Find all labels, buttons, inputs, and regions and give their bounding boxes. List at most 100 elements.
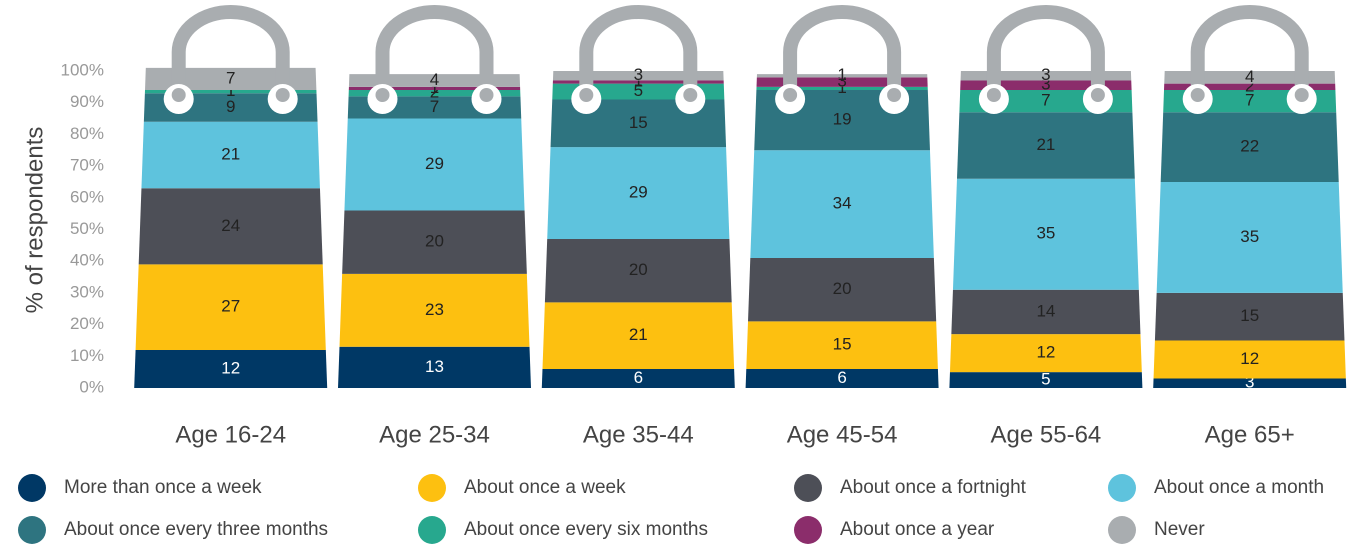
- data-label: 6: [634, 368, 643, 387]
- data-label: 22: [1240, 137, 1259, 156]
- data-label: 35: [1036, 224, 1055, 243]
- bar-segment: [135, 264, 326, 350]
- bag-handle: [579, 5, 698, 98]
- data-label: 7: [226, 68, 235, 87]
- data-label: 3: [1041, 65, 1050, 84]
- data-label: 3: [837, 72, 846, 91]
- bar-segment: [552, 71, 724, 81]
- bar-segment: [541, 368, 735, 388]
- handle-end: [275, 88, 290, 102]
- handle-end: [683, 88, 698, 102]
- data-label: 2: [1245, 76, 1254, 95]
- bar-segment: [746, 321, 938, 369]
- handle-end: [986, 88, 1001, 102]
- data-label: 20: [425, 232, 444, 251]
- data-label: 29: [425, 154, 444, 173]
- bar-segment: [1153, 340, 1346, 379]
- data-label: 15: [1240, 306, 1259, 325]
- data-label: 2: [430, 83, 439, 102]
- legend-swatch: [1108, 474, 1136, 502]
- bar-segment: [138, 188, 323, 265]
- bar-segment: [951, 289, 1141, 335]
- data-label: 15: [629, 113, 648, 132]
- data-label: 4: [1245, 67, 1254, 86]
- y-tick-label: 0%: [79, 377, 104, 396]
- bar-segment: [542, 302, 735, 369]
- handle-end: [783, 88, 798, 102]
- x-tick-label: Age 16-24: [175, 421, 286, 448]
- x-tick-label: Age 45-54: [787, 421, 898, 448]
- bar-segment: [1154, 292, 1345, 341]
- bar-segment: [949, 334, 1142, 373]
- data-label: 24: [221, 216, 240, 235]
- bar-segment: [145, 67, 317, 91]
- legend-swatch: [18, 474, 46, 502]
- y-tick-label: 20%: [70, 314, 104, 333]
- y-axis-label: % of respondents: [21, 127, 48, 314]
- data-label: 7: [1041, 91, 1050, 110]
- data-label: 3: [1245, 373, 1254, 392]
- data-label: 12: [1240, 349, 1259, 368]
- legend-label: About once every three months: [64, 519, 328, 540]
- bar-segment: [547, 147, 730, 240]
- data-label: 23: [425, 300, 444, 319]
- bar-segment: [342, 210, 527, 274]
- bar-segment: [750, 150, 934, 259]
- bar-segment: [339, 273, 530, 347]
- bar-segment: [952, 178, 1139, 290]
- data-label: 6: [837, 368, 846, 387]
- bar-segment: [134, 349, 328, 388]
- data-label: 1: [837, 65, 846, 84]
- handle-end: [579, 88, 594, 102]
- bar-segment: [745, 368, 939, 388]
- bar-segment: [949, 372, 1143, 388]
- bag-handle: [1190, 5, 1309, 98]
- data-label: 3: [1041, 75, 1050, 94]
- handle-end: [375, 88, 390, 102]
- handle-end: [1294, 88, 1309, 102]
- bar-segment: [756, 74, 928, 78]
- legend-swatch: [18, 516, 46, 544]
- data-label: 9: [226, 97, 235, 116]
- bar-segment: [552, 80, 724, 84]
- data-label: 3: [634, 65, 643, 84]
- bag-handle: [986, 5, 1105, 98]
- data-label: 5: [634, 81, 643, 100]
- data-label: 29: [629, 183, 648, 202]
- data-label: 1: [430, 78, 439, 97]
- data-label: 35: [1240, 227, 1259, 246]
- bar-segment: [544, 239, 732, 303]
- y-tick-label: 90%: [70, 92, 104, 111]
- y-tick-label: 10%: [70, 346, 104, 365]
- data-label: 1: [634, 72, 643, 91]
- bar-segment: [748, 258, 937, 322]
- bar-segment: [338, 346, 531, 388]
- data-label: 12: [1036, 343, 1055, 362]
- bar-segment: [348, 74, 521, 87]
- bar-segment: [141, 121, 320, 189]
- legend-swatch: [418, 474, 446, 502]
- data-label: 15: [833, 335, 852, 354]
- bar-segment: [956, 112, 1135, 179]
- bag-handle: [375, 5, 494, 98]
- y-tick-label: 60%: [70, 187, 104, 206]
- bar-segment: [1160, 112, 1339, 182]
- legend-swatch: [794, 516, 822, 544]
- bar-segment: [1156, 181, 1343, 293]
- x-tick-label: Age 35-44: [583, 421, 694, 448]
- handle-end: [171, 88, 186, 102]
- legend-label: More than once a week: [64, 477, 262, 498]
- legend-label: About once a year: [840, 519, 995, 540]
- data-label: 7: [430, 97, 439, 116]
- data-label: 13: [425, 357, 444, 376]
- data-label: 20: [833, 279, 852, 298]
- data-label: 7: [1245, 91, 1254, 110]
- legend-swatch: [418, 516, 446, 544]
- y-tick-label: 100%: [61, 60, 104, 79]
- legend-label: About once every six months: [464, 519, 708, 540]
- data-label: 4: [430, 70, 439, 89]
- y-tick-label: 30%: [70, 282, 104, 301]
- data-label: 1: [226, 81, 235, 100]
- bag-handle: [171, 5, 290, 98]
